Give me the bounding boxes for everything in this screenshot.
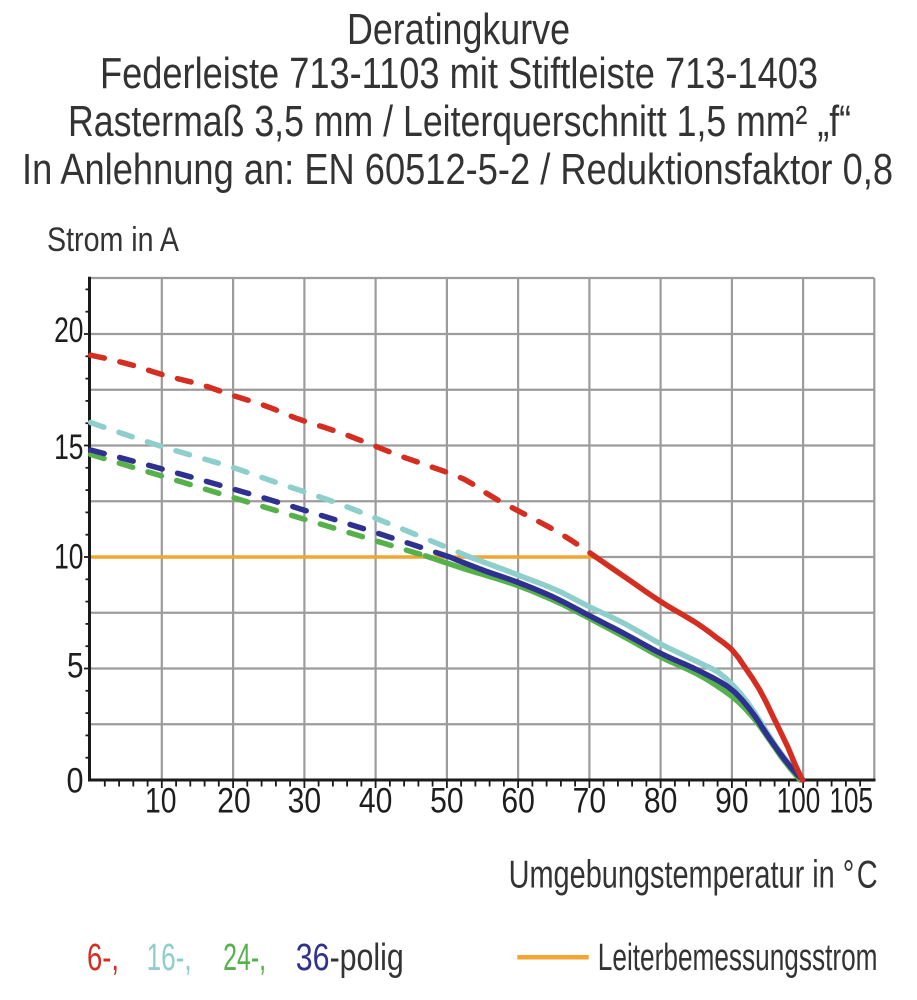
svg-text:50: 50: [430, 782, 464, 821]
svg-text:30: 30: [288, 782, 322, 821]
svg-text:80: 80: [644, 782, 678, 821]
svg-text:In Anlehnung an: EN 60512-5-2: In Anlehnung an: EN 60512-5-2 / Reduktio…: [22, 146, 893, 194]
svg-text:100: 100: [777, 782, 821, 821]
svg-text:20: 20: [217, 782, 251, 821]
svg-text:Umgebungstemperatur in ° C: Umgebungstemperatur in ° C: [509, 854, 878, 897]
svg-text:5: 5: [67, 646, 84, 685]
svg-text:36-polig: 36-polig: [296, 937, 404, 979]
svg-text:70: 70: [573, 782, 607, 821]
svg-text:60: 60: [501, 782, 535, 821]
svg-text:Deratingkurve: Deratingkurve: [347, 6, 570, 54]
svg-text:Leiterbemessungsstrom: Leiterbemessungsstrom: [598, 937, 878, 979]
svg-text:Rastermaß 3,5 mm / Leiterquers: Rastermaß 3,5 mm / Leiterquerschnitt 1,5…: [68, 98, 851, 146]
svg-text:0: 0: [67, 761, 84, 800]
svg-text:Federleiste 713-1103 mit Stift: Federleiste 713-1103 mit Stiftleiste 713…: [100, 50, 818, 98]
svg-text:10: 10: [145, 782, 177, 821]
svg-text:90: 90: [715, 782, 749, 821]
svg-text:10: 10: [54, 538, 83, 577]
svg-text:20: 20: [54, 311, 83, 350]
svg-text:6-,: 6-,: [87, 937, 119, 979]
svg-text:40: 40: [359, 782, 393, 821]
svg-text:15: 15: [54, 428, 83, 467]
svg-text:105: 105: [830, 782, 874, 821]
svg-text:Strom in A: Strom in A: [47, 221, 179, 259]
svg-text:16-,: 16-,: [147, 937, 192, 979]
svg-text:24-,: 24-,: [223, 937, 266, 979]
